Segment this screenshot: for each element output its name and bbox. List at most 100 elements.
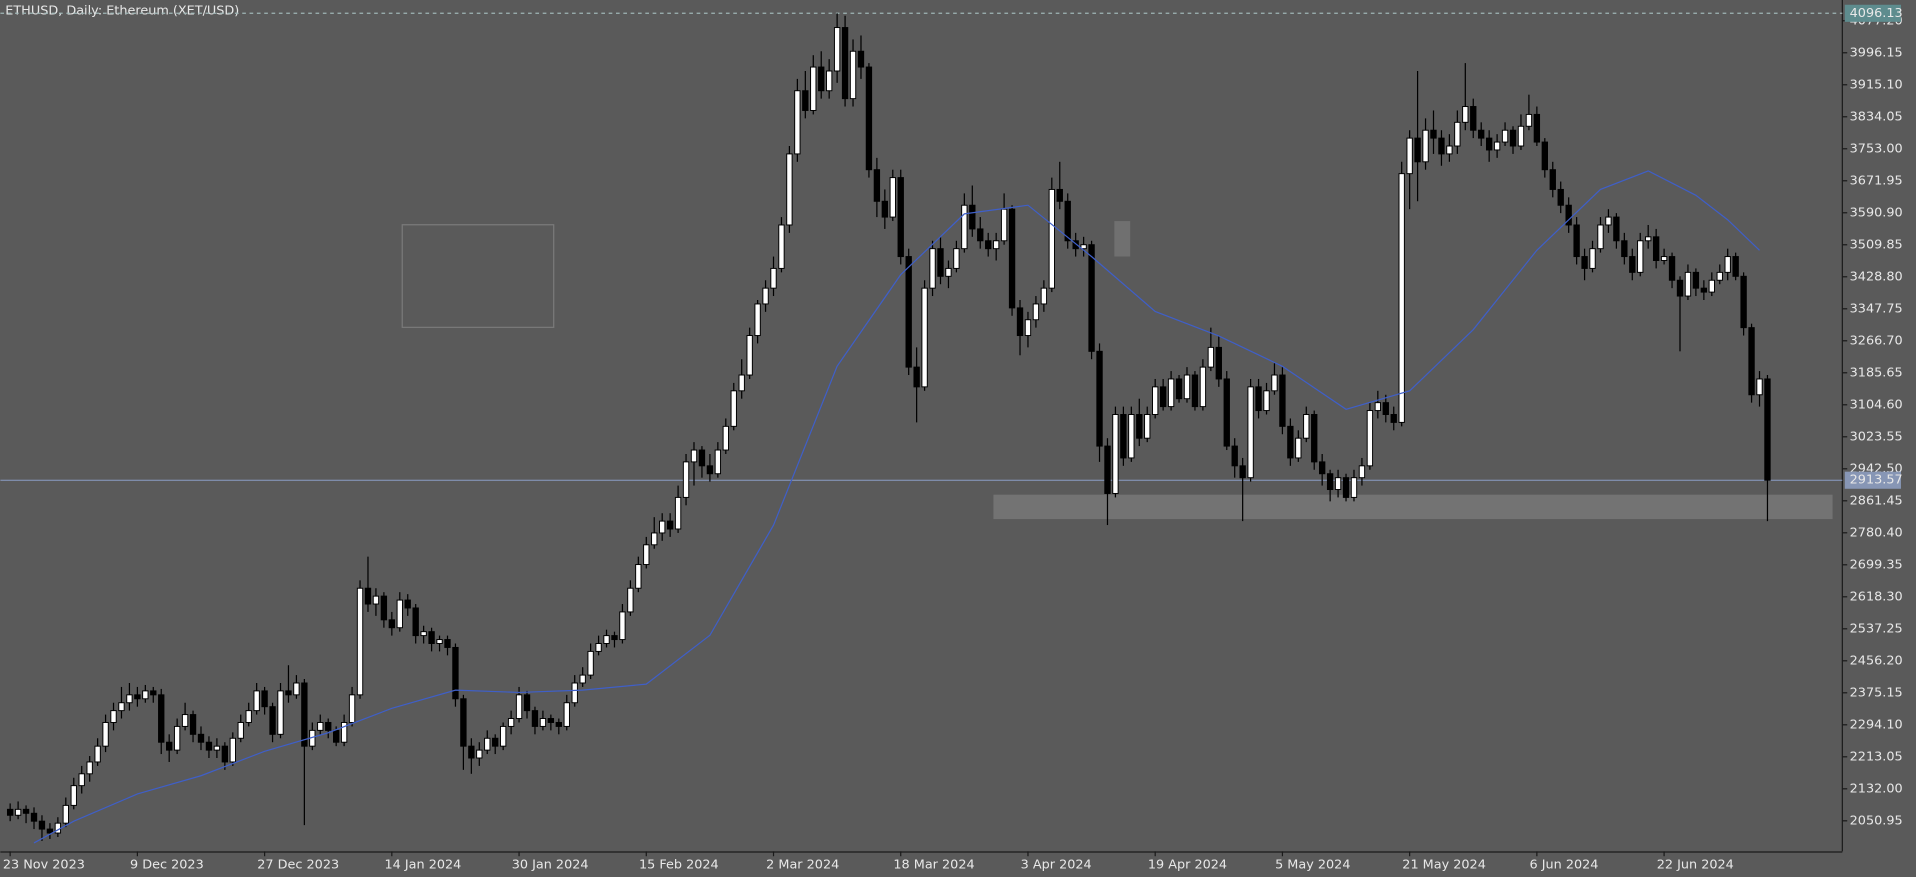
candle-body-down <box>1223 378 1230 447</box>
candle-body-down <box>1748 327 1755 396</box>
candle-body-up <box>643 544 650 566</box>
candle-body-up <box>587 650 594 676</box>
candle-body-up <box>1406 137 1413 175</box>
candle-body-up <box>1295 437 1302 459</box>
candle-body-down <box>134 694 141 700</box>
candle-body-up <box>730 390 737 427</box>
candle-body-up <box>1247 386 1254 479</box>
candle-body-down <box>1279 374 1286 427</box>
candle-body-up <box>1398 173 1405 423</box>
candle-body-up <box>659 520 666 534</box>
candle-body-down <box>205 741 213 751</box>
candle-body-down <box>388 619 396 629</box>
candle-body-up <box>237 721 244 739</box>
candle-body-down <box>802 90 809 111</box>
last-price-label: 2913.57 <box>1850 473 1903 488</box>
candle-body-up <box>1167 378 1175 408</box>
candle-body-down <box>547 718 555 723</box>
candle-body-up <box>181 714 189 727</box>
candle-body-up <box>515 694 523 720</box>
candle-body-down <box>1191 374 1199 408</box>
y-tick-label: 2213.05 <box>1850 749 1903 764</box>
candle-body-down <box>1382 402 1389 415</box>
x-tick-label: 6 Jun 2024 <box>1530 857 1599 872</box>
candle-body-down <box>444 639 451 648</box>
candle-body-up <box>1040 287 1048 305</box>
candle-body-down <box>1311 414 1318 463</box>
candle-body-down <box>1430 129 1437 139</box>
candle-body-down <box>555 721 562 727</box>
x-tick-label: 30 Jan 2024 <box>512 857 589 872</box>
candle-body-up <box>14 808 22 816</box>
candle-body-down <box>1326 473 1334 491</box>
candle-body-down <box>1072 240 1079 250</box>
candle-body-down <box>857 50 865 68</box>
candle-body-down <box>301 682 308 747</box>
candle-body-up <box>102 721 109 747</box>
candle-body-up <box>770 267 777 289</box>
candle-body-up <box>1724 256 1731 273</box>
candle-body-down <box>221 745 229 763</box>
candle-body-up <box>825 70 833 92</box>
candle-body-down <box>611 635 618 641</box>
y-tick-label: 3834.05 <box>1850 109 1903 124</box>
candle-body-up <box>1708 279 1715 293</box>
candle-body-down <box>285 690 292 696</box>
candle-body-up <box>690 449 698 463</box>
candle-body-down <box>38 820 46 830</box>
candle-body-up <box>356 587 364 696</box>
candle-body-down <box>913 366 920 388</box>
candle-body-down <box>150 690 157 696</box>
candle-body-up <box>1048 188 1055 289</box>
y-tick-label: 2780.40 <box>1850 525 1903 540</box>
candle-body-up <box>1303 414 1310 439</box>
candle-body-up <box>722 425 729 451</box>
candle-body-down <box>905 256 912 368</box>
candle-body-up <box>78 773 85 787</box>
candle-body-up <box>571 682 578 704</box>
x-tick-label: 2 Mar 2024 <box>766 857 839 872</box>
x-tick-label: 22 Jun 2024 <box>1657 857 1734 872</box>
candle-body-up <box>651 532 658 546</box>
x-tick-label: 21 May 2024 <box>1402 857 1486 872</box>
candle-body-up <box>1517 125 1525 147</box>
last-price-tag <box>1844 471 1901 489</box>
candle-body-down <box>1231 445 1238 467</box>
candle-body-down <box>881 200 889 218</box>
high-price-tag <box>1844 4 1901 22</box>
candle-body-down <box>261 690 268 708</box>
candle-body-up <box>810 66 817 111</box>
candle-body-up <box>142 690 149 700</box>
candle-body-down <box>897 177 904 258</box>
moving-average <box>33 170 1760 844</box>
candle-body-up <box>579 674 586 684</box>
candle-body-up <box>603 635 610 644</box>
candle-body-up <box>173 725 181 751</box>
candle-body-up <box>953 248 960 269</box>
candle-body-down <box>1732 256 1739 277</box>
candle-body-down <box>1318 461 1326 475</box>
candle-body-down <box>166 741 173 751</box>
candle-body-down <box>1676 279 1684 297</box>
y-tick-label: 3996.15 <box>1850 45 1903 60</box>
candle-body-up <box>674 496 682 530</box>
candle-body-up <box>1152 386 1159 415</box>
x-tick-label: 18 Mar 2024 <box>893 857 974 872</box>
candle-body-up <box>833 27 841 72</box>
candle-body-down <box>706 465 714 475</box>
candle-body-up <box>921 287 928 388</box>
candle-body-up <box>1000 208 1008 242</box>
candle-body-down <box>985 240 992 250</box>
candle-body-up <box>1271 374 1278 392</box>
candle-body-up <box>563 702 570 727</box>
candle-body-up <box>1756 378 1763 396</box>
y-tick-label: 2699.35 <box>1850 557 1903 572</box>
candle-body-up <box>1024 319 1032 337</box>
candle-body-down <box>1565 204 1572 226</box>
candle-body-down <box>30 812 38 822</box>
y-tick-label: 2456.20 <box>1850 653 1903 668</box>
candle-body-up <box>889 177 896 218</box>
candle-body-up <box>635 564 642 589</box>
candle-body-down <box>1215 346 1222 380</box>
